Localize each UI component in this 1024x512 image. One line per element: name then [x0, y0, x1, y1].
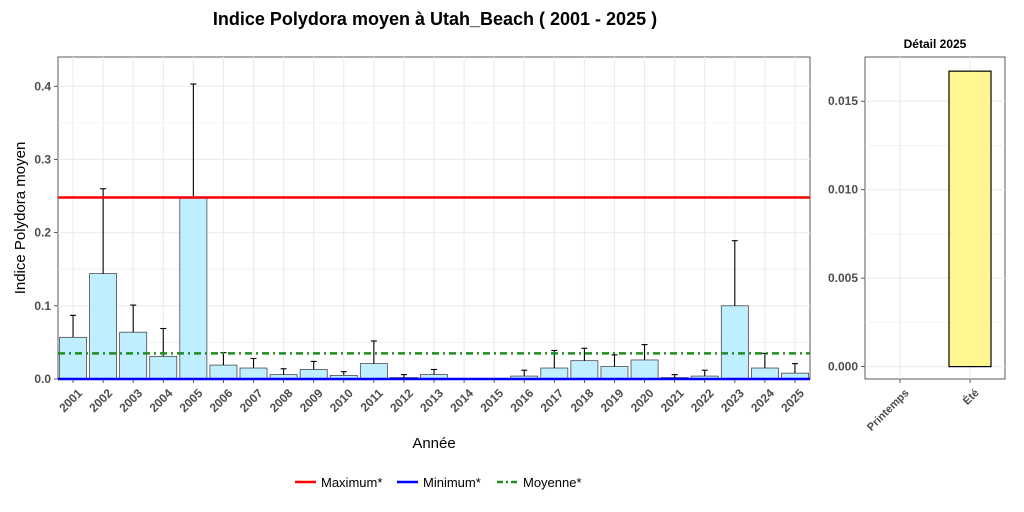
detail-bars	[948, 70, 992, 368]
legend-label-minimum: Minimum*	[423, 475, 481, 490]
detail-title: Détail 2025	[904, 37, 967, 51]
y-tick-label: 0.3	[34, 152, 51, 166]
detail-x-ticks: Printemps Été	[865, 379, 982, 434]
x-tick-label-2006: 2006	[207, 386, 236, 415]
x-tick-label-2019: 2019	[598, 386, 627, 415]
x-tick-label-2005: 2005	[177, 386, 206, 415]
detail-y-tick-label: 0.005	[828, 271, 858, 285]
x-tick-label-2012: 2012	[387, 386, 416, 415]
x-tick-label-2011: 2011	[358, 386, 387, 415]
x-tick-label-2017: 2017	[538, 386, 567, 415]
x-tick-label-2008: 2008	[267, 386, 296, 415]
x-tick-label-2024: 2024	[748, 386, 777, 415]
detail-y-tick-label: 0.015	[828, 94, 858, 108]
main-error-bars	[70, 83, 798, 378]
x-tick-label-2020: 2020	[628, 386, 657, 415]
x-tick-label-2014: 2014	[447, 386, 476, 415]
y-tick-label: 0.1	[34, 299, 51, 313]
x-tick-label-2007: 2007	[237, 386, 266, 415]
x-tick-label-2010: 2010	[327, 386, 356, 415]
bar-2009	[299, 369, 328, 380]
x-tick-label-2025: 2025	[778, 386, 807, 415]
bar-2003	[119, 331, 148, 380]
x-tick-label-2021: 2021	[658, 386, 687, 415]
bar-2019	[600, 366, 629, 380]
main-plot-panel: 0.0 0.1 0.2 0.3 0.4 2001 2002 2003 2004 2005 2006…	[34, 56, 811, 415]
bar-2002	[89, 273, 118, 380]
x-tick-label-2009: 2009	[297, 386, 326, 415]
detail-y-ticks: 0.000 0.005 0.010 0.015	[828, 94, 865, 374]
chart-title: Indice Polydora moyen à Utah_Beach ( 200…	[212, 9, 658, 29]
legend-label-maximum: Maximum*	[321, 475, 382, 490]
x-axis-title: Année	[412, 435, 455, 452]
bar-2007	[239, 367, 268, 380]
detail-y-tick-label: 0.010	[828, 183, 858, 197]
detail-plot-panel: Détail 2025 0.000 0.005 0.010 0.015 Printem…	[828, 37, 1006, 434]
detail-x-tick-label: Été	[960, 386, 981, 407]
legend: Maximum* Minimum* Moyenne*	[295, 475, 582, 490]
bar-2004	[149, 355, 178, 380]
bar-2006	[209, 364, 238, 380]
x-tick-label-2022: 2022	[688, 386, 717, 415]
bar-2023	[720, 305, 749, 380]
bar-2017	[540, 367, 569, 380]
y-tick-label: 0.0	[34, 372, 51, 386]
x-tick-label-2016: 2016	[508, 386, 537, 415]
x-tick-label-2023: 2023	[718, 386, 747, 415]
detail-bar-Été	[948, 70, 992, 368]
y-tick-label: 0.2	[34, 226, 51, 240]
main-x-ticks: 2001 2002 2003 2004 2005 2006 2007 2008 2009 2010…	[56, 379, 807, 415]
bar-2005	[179, 197, 208, 380]
detail-y-tick-label: 0.000	[828, 360, 858, 374]
x-tick-label-2003: 2003	[116, 386, 145, 415]
main-y-ticks: 0.0 0.1 0.2 0.3 0.4	[34, 79, 58, 386]
x-tick-label-2018: 2018	[568, 386, 597, 415]
x-tick-label-2013: 2013	[417, 386, 446, 415]
bar-2011	[359, 363, 388, 380]
x-tick-label-2002: 2002	[86, 386, 115, 415]
bar-2020	[630, 359, 659, 380]
x-tick-label-2015: 2015	[477, 386, 506, 415]
bar-2018	[570, 360, 599, 380]
legend-label-moyenne: Moyenne*	[523, 475, 582, 490]
x-tick-label-2004: 2004	[147, 386, 176, 415]
bar-2024	[750, 367, 779, 380]
bar-2001	[59, 336, 87, 380]
y-tick-label: 0.4	[34, 79, 51, 93]
y-axis-title: Indice Polydora moyen	[12, 142, 29, 295]
x-tick-label-2001: 2001	[56, 386, 85, 415]
detail-x-tick-label: Printemps	[865, 387, 912, 434]
